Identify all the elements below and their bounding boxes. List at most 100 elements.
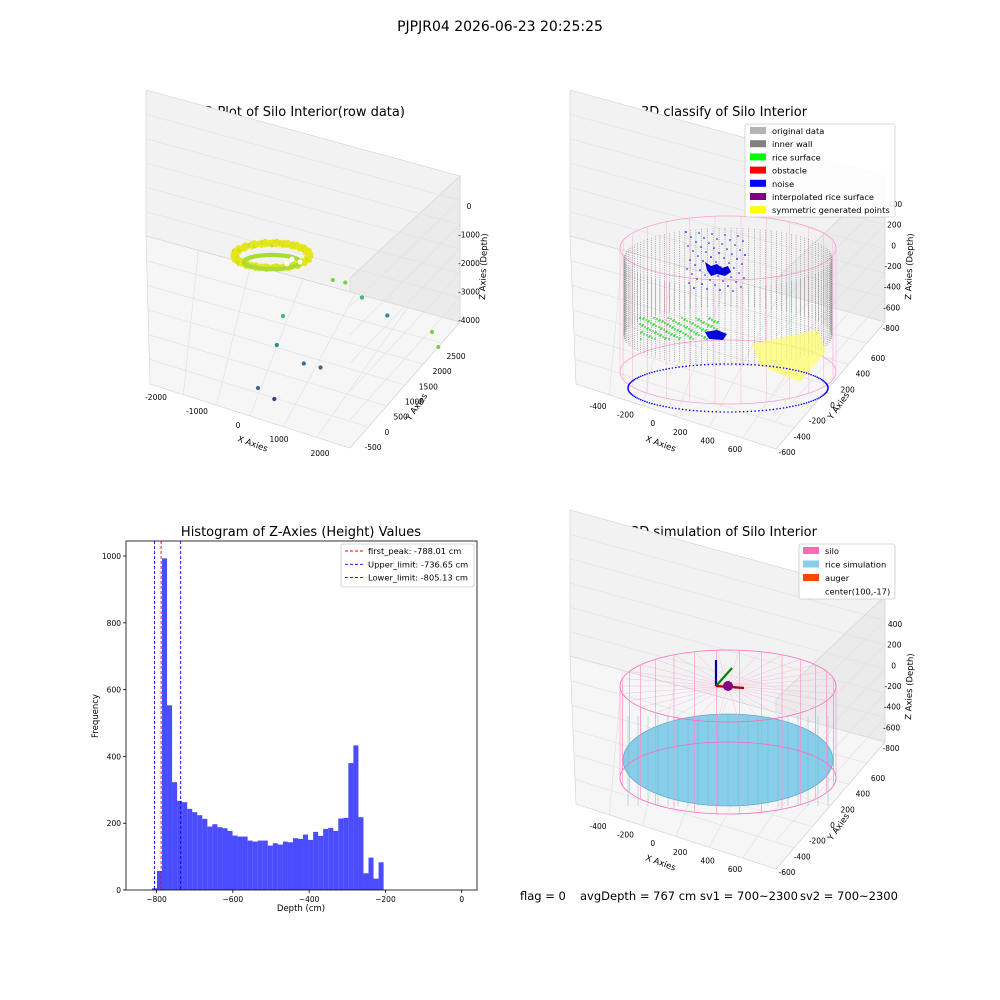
raw-z-tick-label: -2000	[458, 259, 480, 268]
raw-z-tick-label: -3000	[458, 288, 480, 297]
raw-y-tick-label: 2000	[433, 367, 452, 376]
rice-surface-point	[698, 318, 700, 320]
noise-point	[640, 398, 642, 401]
noise-point	[706, 288, 708, 290]
legend-label: interpolated rice surface	[772, 192, 874, 202]
histogram-bar	[232, 835, 238, 890]
silo-wire	[727, 685, 740, 722]
rice-surface-point	[689, 321, 691, 323]
noise-point	[727, 363, 729, 365]
simulation-z-tick-label: -600	[883, 723, 900, 732]
histogram-legend: first_peak: -788.01 cm Upper_limit: -736.…	[340, 543, 475, 588]
noise-point	[638, 398, 640, 400]
noise-point	[715, 261, 717, 263]
raw-y-tick-label: 2500	[446, 352, 465, 361]
rice-surface-point	[678, 322, 680, 324]
noise-point	[648, 402, 651, 404]
raw-outlier-point	[436, 344, 441, 350]
noise-point	[698, 232, 700, 234]
raw-x-tick-label: 1000	[269, 435, 288, 444]
rice-surface-point	[694, 324, 696, 326]
silo-wire	[673, 685, 729, 718]
classify-x-tick-label: -200	[617, 411, 634, 420]
noise-point	[819, 378, 822, 380]
noise-point	[758, 364, 760, 367]
raw-outlier-point	[385, 313, 390, 318]
silo-wire	[640, 685, 729, 708]
silo-wire	[655, 685, 729, 713]
rice-surface-point	[653, 317, 655, 319]
silo-wire	[727, 664, 816, 687]
noise-point	[735, 281, 737, 283]
simulation-x-tick-label: 0	[650, 839, 655, 848]
noise-point	[812, 374, 815, 377]
noise-point	[742, 410, 745, 413]
rice-surface-point	[691, 329, 693, 331]
grid-line	[574, 359, 795, 429]
rice-surface-point	[643, 317, 645, 319]
noise-point	[693, 287, 695, 289]
noise-point	[729, 239, 731, 241]
histogram-bar	[222, 828, 228, 890]
legend-label: auger	[825, 573, 850, 583]
noise-point	[710, 256, 712, 258]
noise-point	[631, 380, 633, 383]
histogram-bar	[303, 834, 309, 890]
noise-point	[633, 378, 635, 381]
grid-line	[149, 359, 369, 428]
histogram-frame	[125, 540, 478, 891]
grid-line	[569, 162, 886, 365]
rice-surface-point	[700, 320, 702, 322]
noise-point	[744, 254, 746, 256]
noise-point	[699, 269, 701, 271]
rice-surface-point	[697, 325, 699, 327]
classify-y-tick-label: 0	[830, 401, 835, 410]
noise-point	[636, 397, 638, 399]
silo-wire	[694, 685, 729, 721]
rice-surface-point	[661, 327, 663, 329]
histogram-bar	[156, 870, 163, 890]
classify-z-tick-label: 0	[891, 241, 896, 250]
noise-point	[789, 406, 791, 408]
rice-surface-point	[693, 331, 695, 333]
rice-surface-point	[668, 332, 670, 334]
noise-cluster	[705, 330, 727, 340]
rice-surface-point	[665, 337, 667, 339]
legend-swatch	[750, 166, 766, 174]
noise-point	[686, 268, 688, 270]
classify-zlabel: Z Axies (Depth)	[904, 233, 916, 300]
noise-point	[703, 410, 706, 413]
noise-point	[821, 395, 823, 398]
noise-point	[779, 366, 781, 369]
classify-y-tick-label: -600	[778, 448, 795, 457]
silo-wire	[727, 654, 783, 687]
noise-point	[818, 377, 820, 379]
noise-point	[648, 372, 651, 374]
histogram-bar	[313, 831, 319, 890]
noise-point	[726, 248, 728, 250]
noise-point	[803, 371, 805, 374]
legend-label: rice surface	[772, 152, 821, 162]
classify-x-tick-label: -400	[589, 402, 606, 411]
noise-point	[641, 374, 644, 377]
noise-point	[717, 275, 719, 277]
raw-point	[284, 261, 290, 267]
noise-point	[636, 377, 638, 379]
legend-swatch	[803, 560, 819, 568]
histogram-bar	[328, 827, 334, 890]
legend-frame	[340, 543, 475, 588]
rice-surface-point	[674, 328, 676, 330]
raw-y-tick-label: 0	[384, 428, 389, 437]
noise-point	[738, 272, 740, 274]
noise-point	[696, 364, 698, 367]
histogram-bar	[277, 844, 283, 890]
histogram-bar	[308, 839, 314, 890]
x-tick-label: 0	[459, 895, 464, 904]
rice-surface-point	[646, 334, 648, 336]
noise-point	[823, 393, 825, 396]
noise-point	[810, 400, 812, 403]
footer-sv1: sv1 = 700~2300	[700, 889, 798, 903]
simulation-x-tick-label: -200	[617, 831, 634, 840]
x-tick-label: −200	[375, 895, 396, 904]
